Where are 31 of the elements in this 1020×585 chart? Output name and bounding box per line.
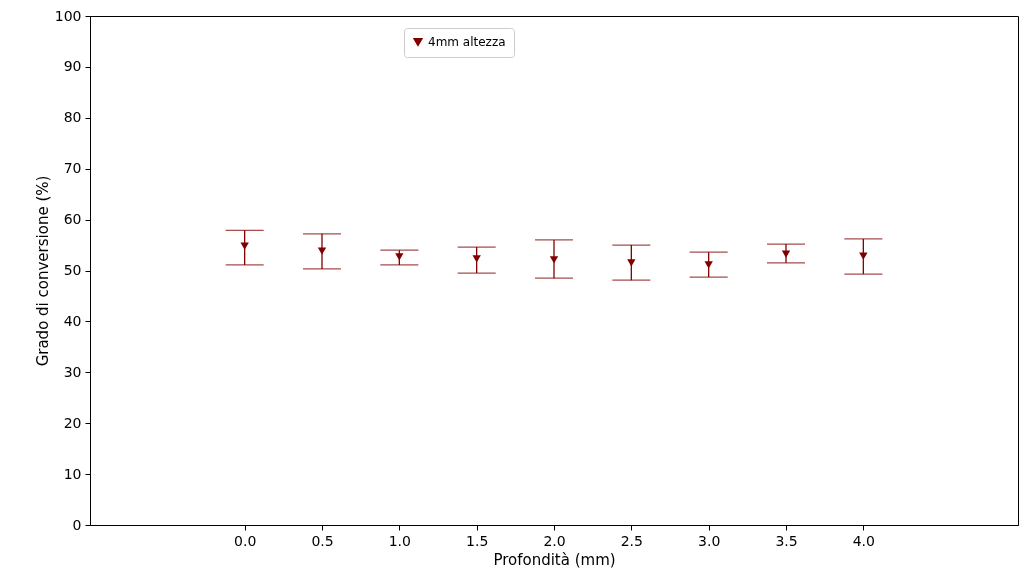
x-tick-label: 3.5 <box>775 532 798 549</box>
y-tick-label: 30 <box>63 363 82 380</box>
point <box>549 256 559 264</box>
point <box>781 250 791 258</box>
y-tick-label: 90 <box>63 58 82 75</box>
x-tick-label: 3.0 <box>698 532 721 549</box>
x-tick-label: 4.0 <box>852 532 875 549</box>
legend-label: 4mm altezza <box>428 35 506 49</box>
point <box>627 259 636 267</box>
x-tick-label: 1.5 <box>466 532 489 549</box>
y-tick-label: 50 <box>63 262 82 278</box>
y-tick-label: 20 <box>63 414 82 431</box>
point <box>395 253 404 261</box>
point <box>472 255 481 263</box>
x-tick-label: 0.0 <box>234 532 257 549</box>
y-tick-label: 0 <box>72 516 82 533</box>
point <box>240 242 249 250</box>
point <box>859 252 868 260</box>
x-tick-label: 1.0 <box>388 532 411 549</box>
y-tick-label: 70 <box>63 160 82 177</box>
y-tick-label: 40 <box>63 312 82 329</box>
y-tick-label: 60 <box>63 211 82 228</box>
y-axis-title: Grado di conversione (%) <box>33 175 52 367</box>
y-tick-label: 10 <box>63 465 82 482</box>
x-tick-label: 2.5 <box>620 532 643 549</box>
y-tick-label: 100 <box>54 7 82 24</box>
x-tick-label: 2.0 <box>543 532 566 549</box>
x-tick-label: 0.5 <box>311 532 334 549</box>
y-tick-label: 80 <box>63 109 82 126</box>
point <box>704 261 713 269</box>
x-axis-title: Profondità (mm) <box>493 550 616 569</box>
